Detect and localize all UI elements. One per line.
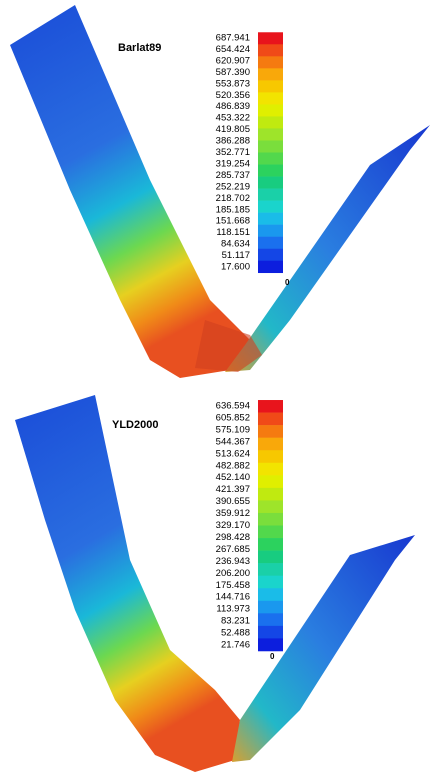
colorbar-swatch — [258, 140, 283, 153]
colorbar-swatch — [258, 487, 283, 501]
colorbar-swatch — [258, 44, 283, 57]
panel-title: Barlat89 — [118, 42, 161, 54]
legend-label: 206.200 — [216, 568, 250, 579]
zero-label: 0 — [285, 278, 290, 287]
colorbar-swatch — [258, 236, 283, 249]
legend-label: 421.397 — [216, 484, 250, 495]
panel-title: YLD2000 — [112, 419, 158, 431]
colorbar-swatch — [258, 625, 283, 639]
legend-label: 636.594 — [216, 401, 250, 412]
colorbar-swatch — [258, 92, 283, 105]
colorbar-swatch — [258, 462, 283, 476]
legend-label: 236.943 — [216, 556, 250, 567]
colorbar-swatch — [258, 176, 283, 189]
legend-label: 359.912 — [216, 508, 250, 519]
colorbar-swatch — [258, 437, 283, 451]
colorbar-swatch — [258, 475, 283, 489]
colorbar-swatch — [258, 450, 283, 464]
legend-label: 84.634 — [221, 239, 250, 250]
colorbar-swatch — [258, 68, 283, 81]
colorbar-swatch — [258, 412, 283, 426]
colorbar-swatch — [258, 80, 283, 93]
zero-label: 0 — [270, 652, 275, 661]
legend-label: 620.907 — [216, 55, 250, 66]
colorbar-swatch — [258, 500, 283, 514]
colorbar-swatch — [258, 613, 283, 627]
legend-label: 453.322 — [216, 113, 250, 124]
colorbar-swatch — [258, 425, 283, 438]
colorbar-swatch — [258, 575, 283, 589]
colorbar-swatch — [258, 104, 283, 117]
colorbar-swatch — [258, 32, 283, 45]
legend-label: 218.702 — [216, 193, 250, 204]
legend-label: 21.746 — [221, 640, 250, 651]
legend-label: 390.655 — [216, 496, 250, 507]
legend-label: 452.140 — [216, 472, 250, 483]
legend-label: 113.973 — [216, 604, 250, 615]
colorbar-swatch — [258, 116, 283, 129]
colorbar-swatch — [258, 525, 283, 539]
legend-label: 587.390 — [216, 67, 250, 78]
colorbar-swatch — [258, 188, 283, 201]
legend-label: 329.170 — [216, 520, 250, 531]
legend-label: 52.488 — [221, 628, 250, 639]
legend-label: 267.685 — [216, 544, 250, 555]
legend-label: 553.873 — [216, 78, 250, 89]
colorbar-swatch — [258, 563, 283, 576]
legend-label: 544.367 — [216, 436, 250, 447]
legend-label: 118.151 — [216, 227, 250, 238]
legend-label: 51.117 — [222, 250, 250, 261]
legend-label: 285.737 — [216, 170, 250, 181]
legend-label: 687.941 — [216, 33, 250, 44]
legend-label: 386.288 — [216, 136, 250, 147]
colorbar-swatch — [258, 400, 283, 413]
legend-label: 605.852 — [216, 412, 250, 423]
legend-label: 252.219 — [216, 181, 250, 192]
legend-label: 520.356 — [216, 90, 250, 101]
legend-label: 482.882 — [216, 460, 250, 471]
legend-label: 144.716 — [216, 592, 250, 603]
colorbar-swatch — [258, 224, 283, 237]
colorbar-swatch — [258, 588, 283, 602]
legend-label: 575.109 — [216, 424, 250, 435]
legend-label: 185.185 — [216, 204, 250, 215]
colorbar-swatch — [258, 260, 283, 274]
colorbar-swatch — [258, 600, 283, 614]
colorbar-swatch — [258, 638, 283, 652]
legend-label: 486.839 — [216, 101, 250, 112]
legend-label: 352.771 — [216, 147, 250, 158]
colorbar-swatch — [258, 128, 283, 141]
legend-label: 298.428 — [216, 532, 250, 543]
colorbar-swatch — [258, 538, 283, 551]
colorbar-swatch — [258, 152, 283, 165]
legend-label: 419.805 — [216, 124, 250, 135]
legend-label: 83.231 — [221, 616, 250, 627]
surface-1 — [10, 5, 430, 378]
colorbar-swatch — [258, 512, 283, 526]
legend-label: 319.254 — [216, 158, 250, 169]
colorbar-swatch — [258, 248, 283, 262]
legend-label: 513.624 — [216, 448, 250, 459]
colorbar-swatch — [258, 164, 283, 177]
colorbar-swatch — [258, 56, 283, 69]
colorbar-swatch — [258, 212, 283, 225]
legend-label: 17.600 — [221, 262, 250, 273]
colorbar-swatch — [258, 200, 283, 213]
colorbar-swatch — [258, 550, 283, 564]
legend-label: 151.668 — [216, 216, 250, 227]
legend-label: 654.424 — [216, 44, 250, 55]
legend-label: 175.458 — [216, 580, 250, 591]
surface-2 — [15, 395, 415, 772]
